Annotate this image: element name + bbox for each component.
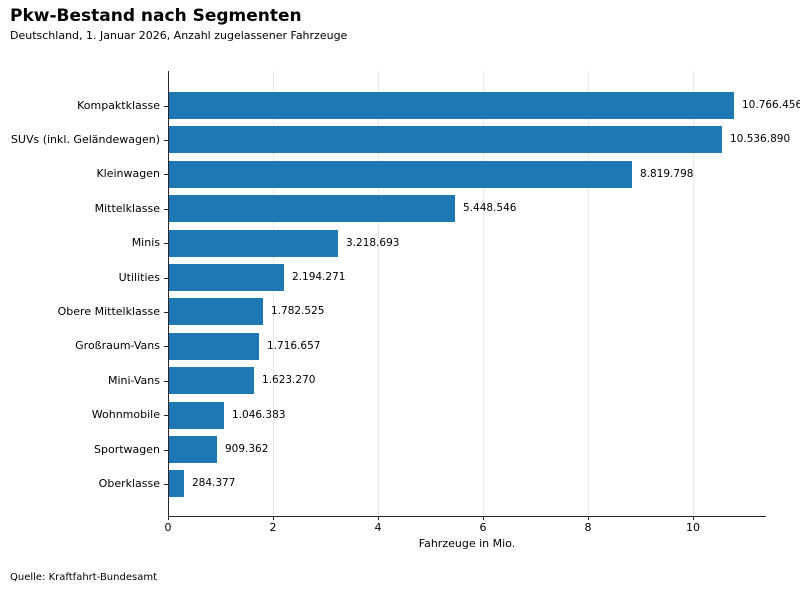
x-tick-label: 0: [164, 521, 172, 534]
y-tick-mark: [164, 106, 168, 107]
x-tick-mark: [483, 516, 484, 520]
x-tick-mark: [273, 516, 274, 520]
gridline-x-10: [693, 71, 694, 516]
bar-value-label: 10.766.456: [742, 99, 800, 111]
x-axis-spine: [168, 516, 766, 517]
y-tick-mark: [164, 243, 168, 244]
y-tick-mark: [164, 450, 168, 451]
bar-10: [169, 402, 224, 429]
bar-11: [169, 436, 217, 463]
y-tick-label: Kleinwagen: [96, 167, 160, 180]
y-tick-label: Obere Mittelklasse: [57, 305, 160, 318]
bar-value-label: 1.782.525: [271, 305, 325, 317]
x-tick-label: 4: [374, 521, 382, 534]
bar-2: [169, 126, 722, 153]
x-tick-label: 2: [269, 521, 277, 534]
x-tick-label: 10: [686, 521, 700, 534]
bar-4: [169, 195, 455, 222]
chart-title: Pkw-Bestand nach Segmenten: [10, 6, 302, 26]
x-tick-mark: [168, 516, 169, 520]
bar-value-label: 3.218.693: [346, 237, 400, 249]
y-tick-label: SUVs (inkl. Geländewagen): [10, 133, 160, 146]
y-axis-spine: [168, 71, 169, 516]
plot-area: 10.766.456 10.536.890 8.819.798 5.448.546 3.…: [168, 71, 800, 517]
x-tick-label: 8: [584, 521, 592, 534]
gridline-x-8: [588, 71, 589, 516]
y-tick-label: Utilities: [118, 271, 160, 284]
bar-5: [169, 230, 338, 257]
gridline-x-4: [378, 71, 379, 516]
bar-7: [169, 298, 263, 325]
y-tick-mark: [164, 140, 168, 141]
bar-value-label: 909.362: [225, 443, 269, 455]
bar-12: [169, 470, 184, 497]
x-tick-mark: [693, 516, 694, 520]
gridline-x-6: [483, 71, 484, 516]
bar-3: [169, 161, 632, 188]
bar-value-label: 8.819.798: [640, 168, 694, 180]
source-note: Quelle: Kraftfahrt-Bundesamt: [10, 572, 157, 583]
bar-value-label: 284.377: [192, 477, 236, 489]
y-tick-mark: [164, 174, 168, 175]
x-tick-label: 6: [479, 521, 487, 534]
bar-value-label: 1.623.270: [262, 374, 316, 386]
y-tick-label: Wohnmobile: [91, 408, 160, 421]
bar-1: [169, 92, 734, 119]
x-axis-label: Fahrzeuge in Mio.: [418, 537, 516, 550]
bar-value-label: 5.448.546: [463, 202, 517, 214]
y-tick-label: Mini-Vans: [107, 374, 160, 387]
bar-value-label: 2.194.271: [292, 271, 346, 283]
bar-value-label: 10.536.890: [730, 133, 791, 145]
bar-9: [169, 367, 254, 394]
y-tick-label: Großraum-Vans: [75, 339, 160, 352]
y-tick-mark: [164, 312, 168, 313]
y-tick-mark: [164, 346, 168, 347]
bar-value-label: 1.046.383: [232, 409, 286, 421]
y-tick-mark: [164, 209, 168, 210]
y-tick-label: Kompaktklasse: [77, 99, 160, 112]
y-tick-mark: [164, 484, 168, 485]
bar-value-label: 1.716.657: [267, 340, 321, 352]
y-tick-label: Minis: [131, 236, 160, 249]
y-tick-label: Sportwagen: [94, 443, 160, 456]
y-tick-label: Oberklasse: [98, 477, 160, 490]
chart-subtitle: Deutschland, 1. Januar 2026, Anzahl zuge…: [10, 29, 348, 42]
y-tick-mark: [164, 415, 168, 416]
x-tick-mark: [588, 516, 589, 520]
bar-8: [169, 333, 259, 360]
y-tick-label: Mittelklasse: [94, 202, 160, 215]
y-tick-mark: [164, 381, 168, 382]
y-tick-mark: [164, 278, 168, 279]
x-tick-mark: [378, 516, 379, 520]
gridline-x-2: [273, 71, 274, 516]
bar-6: [169, 264, 284, 291]
